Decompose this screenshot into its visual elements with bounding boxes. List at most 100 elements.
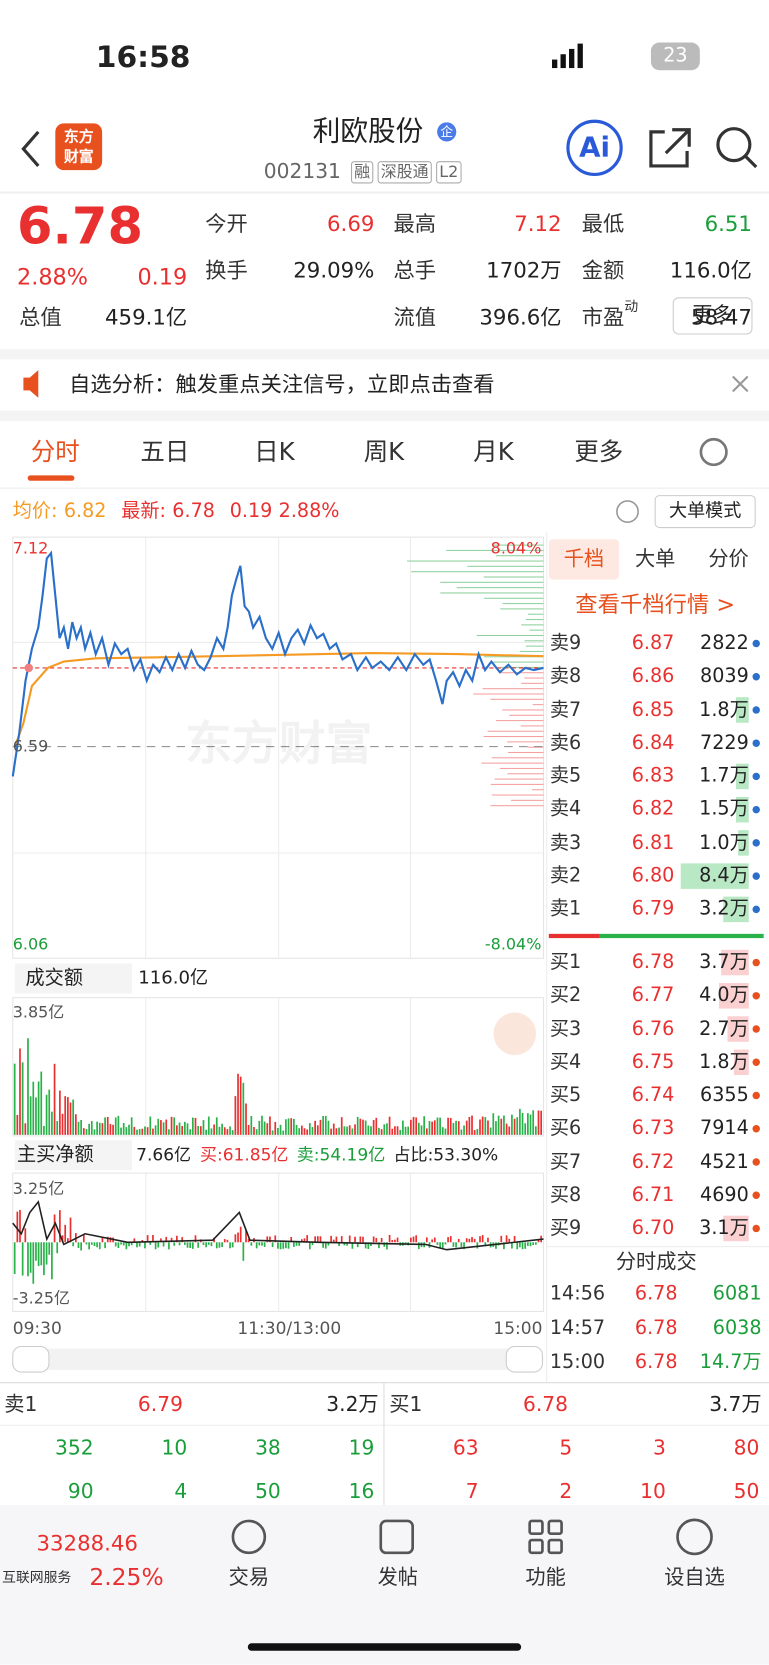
order-volume: 4690 [700,1183,749,1206]
mode-button[interactable] [654,495,756,529]
net-bar [64,1224,67,1243]
panel-tab[interactable]: 分价 [708,547,749,571]
depth-bar [499,672,544,674]
volume-bar [253,1127,255,1135]
net-bar [98,1242,101,1250]
share-button[interactable] [649,128,691,168]
selector[interactable] [14,963,132,994]
divider [0,410,769,422]
range-slider[interactable] [12,1348,544,1370]
net-bar [146,1235,149,1243]
volume-bar [146,1127,149,1135]
order-label: 卖1 [549,897,582,921]
tab[interactable]: 日K [254,438,295,467]
search-button[interactable] [744,155,758,169]
nav-item[interactable]: 交易 [228,1566,270,1590]
net-bar [37,1242,40,1267]
net-bar [351,1242,354,1249]
more-button[interactable] [672,297,753,335]
book-cell: 80 [733,1436,760,1460]
depth-bar [491,757,544,759]
notice[interactable]: 自选分析：触发重点关注信号，立即点击查看 [69,371,495,397]
volume-bar [436,1117,439,1135]
order-dot [752,1091,760,1100]
order-volume: 1.0万 [699,831,749,854]
axis-label: 6.06 [12,934,49,954]
net-bar [524,1242,527,1249]
field-value: 58.47 [691,304,752,330]
volume-bar [513,1118,516,1135]
net-bar [96,1242,98,1248]
volume-bar [191,1117,194,1135]
volume-bar [497,1115,500,1135]
tab[interactable]: 分时 [30,438,80,467]
volume-bar [77,1121,80,1135]
volume-bar [332,1123,335,1135]
volume-bar [532,1110,535,1135]
volume-bar [415,1117,418,1135]
book-divider [599,933,764,939]
volume-bar [503,1115,505,1135]
selector-label[interactable]: 成交额 [25,966,83,990]
order-volume: 3.2万 [699,897,749,921]
mode-label[interactable]: 大单模式 [669,500,742,522]
slider-handle[interactable] [12,1345,50,1373]
chart-info: 6.82 [63,499,107,523]
order-volume: 1.8万 [699,1050,749,1073]
tab[interactable]: 更多 [574,438,624,467]
field-value: 6.69 [327,210,375,237]
volume-bar [303,1128,306,1135]
net-bar [534,1242,537,1245]
order-price: 6.81 [631,831,675,854]
order-dot [752,772,760,781]
net-bar [417,1242,420,1250]
depth-bar [494,778,544,780]
search-button[interactable] [716,127,752,163]
depth-bar [490,805,544,807]
nav-item[interactable]: 设自选 [664,1566,725,1590]
net-bar [173,1242,176,1246]
volume-bar [173,1117,176,1135]
order-price: 6.85 [631,698,675,721]
help-icon[interactable] [616,500,639,524]
net-info: 占比:53.30% [393,1144,499,1165]
more-label[interactable]: 更多 [692,303,733,328]
volume-bar [484,1117,487,1135]
trade-time: 14:56 [549,1282,606,1306]
settings-button[interactable] [699,437,728,467]
selector-label[interactable]: 主买净额 [17,1143,94,1166]
depth-bar [483,576,544,578]
panel-tab[interactable]: 大单 [634,547,676,571]
slider-handle[interactable] [505,1345,543,1373]
volume-bar [128,1124,130,1135]
volume-bar [346,1126,348,1135]
tab[interactable]: 周K [363,438,405,467]
ai-label[interactable]: Ai [579,131,610,164]
tab[interactable]: 月K [473,438,514,467]
selector[interactable] [14,1140,132,1170]
net-bar [160,1238,162,1243]
net-bar [338,1242,340,1247]
net-bar [340,1236,343,1243]
net-bar [519,1242,521,1248]
order-price: 6.72 [631,1150,675,1173]
net-bar [130,1242,133,1246]
net-bar [122,1242,125,1246]
panel-tab-active[interactable] [548,539,620,580]
net-bar [255,1242,258,1249]
nav-item[interactable]: 发帖 [377,1566,419,1590]
net-bar [348,1235,351,1243]
tab[interactable]: 五日 [140,438,190,467]
volume-bar [51,1111,53,1135]
ai-button[interactable] [566,119,623,177]
net-bar [295,1242,298,1246]
volume-bar [322,1116,324,1135]
nav-item[interactable]: 功能 [525,1566,566,1590]
close-button[interactable] [732,375,749,393]
expand-button[interactable] [493,1012,537,1056]
back-button[interactable] [21,130,40,167]
panel-link[interactable]: 查看千档行情 > [575,591,736,618]
trade-volume: 14.7万 [699,1350,762,1374]
order-volume: 7229 [700,731,749,754]
panel-tab[interactable]: 千档 [563,547,605,571]
